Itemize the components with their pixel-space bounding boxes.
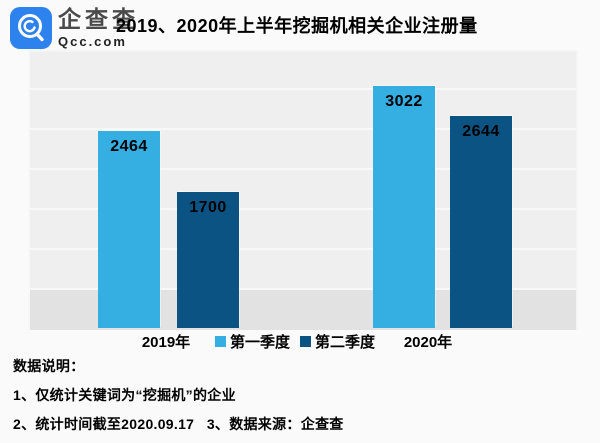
plot-area: 2464 1700 3022 2644 [28, 50, 578, 330]
x-label-2019: 2019年 [141, 334, 191, 351]
bar-value-label: 2644 [462, 123, 500, 140]
brand-name: 企查查 [58, 6, 139, 32]
x-label-2020: 2020年 [403, 334, 453, 351]
notes-heading: 数据说明： [13, 358, 85, 374]
legend-swatch-q2 [300, 336, 311, 347]
chart-title: 2019、2020年上半年挖掘机相关企业注册量 [116, 16, 478, 36]
qcc-logo-icon [10, 7, 52, 49]
bar-value-label: 2464 [110, 138, 148, 155]
notes-line-2: 2、统计时间截至2020.09.17 3、数据来源：企查查 [13, 416, 344, 432]
legend-label-q2: 第二季度 [315, 334, 376, 351]
axis-row: 2019年 第一季度 第二季度 2020年 [0, 331, 600, 353]
gridline [30, 248, 576, 250]
brand-domain: Qcc.com [58, 34, 127, 49]
legend-swatch-q1 [214, 336, 226, 347]
gridline [30, 208, 576, 210]
bar-2019-q2: 1700 [177, 192, 239, 328]
bar-value-label: 3022 [385, 93, 423, 110]
legend-label-q1: 第一季度 [229, 334, 290, 351]
qcc-magnifier-icon [18, 14, 44, 42]
bar-2020-q1: 3022 [373, 86, 435, 328]
bar-value-label: 1700 [189, 199, 227, 216]
gridline [30, 168, 576, 170]
data-notes: 数据说明： 1、仅统计关键词为“挖掘机”的企业 2、统计时间截至2020.09.… [13, 356, 344, 443]
bar-2019-q1: 2464 [98, 131, 160, 328]
chart-legend: 第一季度 第二季度 [214, 331, 381, 352]
gridline [30, 288, 576, 290]
gridline [30, 128, 576, 130]
notes-line-1: 1、仅统计关键词为“挖掘机”的企业 [13, 387, 236, 403]
bar-2020-q2: 2644 [450, 116, 512, 328]
gridline [30, 88, 576, 90]
